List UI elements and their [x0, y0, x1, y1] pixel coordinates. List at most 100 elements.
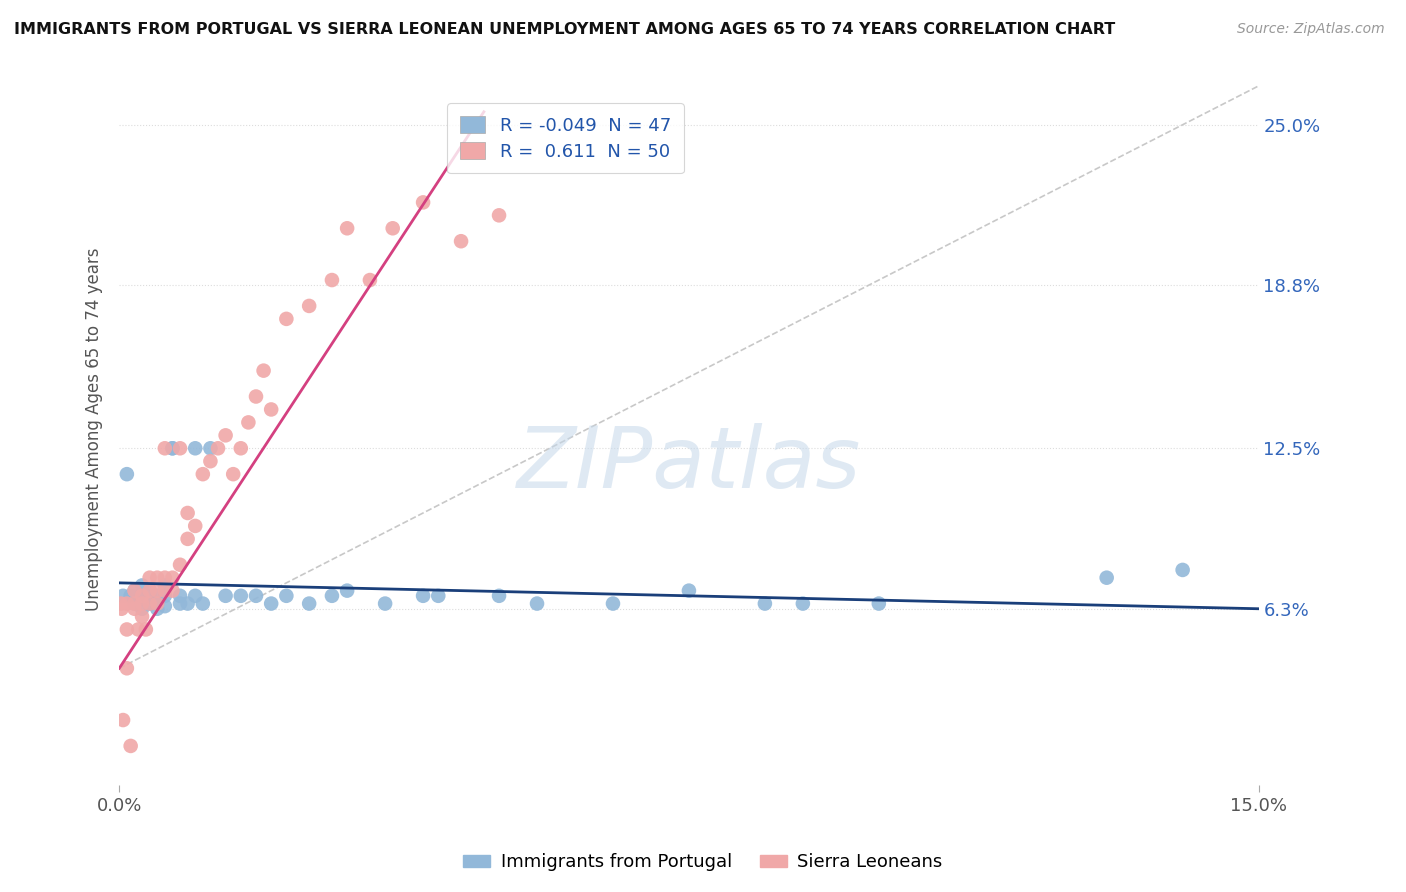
Point — [131, 591, 153, 606]
Point — [131, 597, 153, 611]
Point — [110, 597, 132, 611]
Point — [868, 597, 890, 611]
Legend: R = -0.049  N = 47, R =  0.611  N = 50: R = -0.049 N = 47, R = 0.611 N = 50 — [447, 103, 683, 173]
Point — [153, 578, 176, 592]
Point — [245, 589, 267, 603]
Point — [169, 589, 191, 603]
Point — [214, 589, 236, 603]
Point — [110, 601, 132, 615]
Point — [184, 442, 207, 456]
Point — [135, 623, 157, 637]
Point — [412, 589, 434, 603]
Point — [381, 221, 404, 235]
Point — [131, 578, 153, 592]
Point — [153, 442, 176, 456]
Point — [146, 589, 169, 603]
Point — [678, 583, 700, 598]
Y-axis label: Unemployment Among Ages 65 to 74 years: Unemployment Among Ages 65 to 74 years — [86, 247, 103, 611]
Text: ZIPatlas: ZIPatlas — [517, 423, 860, 506]
Point — [176, 597, 198, 611]
Point — [214, 428, 236, 442]
Point — [276, 589, 298, 603]
Point — [450, 234, 472, 248]
Point — [488, 208, 510, 222]
Point — [321, 273, 343, 287]
Point — [200, 454, 222, 468]
Point — [176, 506, 198, 520]
Point — [153, 599, 176, 614]
Point — [138, 583, 160, 598]
Point — [138, 583, 160, 598]
Point — [138, 571, 160, 585]
Point — [124, 583, 146, 598]
Point — [602, 597, 624, 611]
Point — [374, 597, 396, 611]
Point — [131, 601, 153, 615]
Point — [146, 583, 169, 598]
Point — [162, 442, 184, 456]
Point — [245, 390, 267, 404]
Point — [115, 597, 138, 611]
Point — [162, 442, 184, 456]
Point — [238, 416, 260, 430]
Point — [120, 739, 142, 753]
Point — [252, 364, 274, 378]
Point — [169, 442, 191, 456]
Point — [131, 609, 153, 624]
Point — [298, 597, 321, 611]
Point — [153, 589, 176, 603]
Point — [229, 442, 252, 456]
Point — [260, 597, 283, 611]
Point — [124, 601, 146, 615]
Point — [115, 623, 138, 637]
Point — [191, 597, 214, 611]
Point — [138, 589, 160, 603]
Point — [153, 583, 176, 598]
Point — [115, 661, 138, 675]
Point — [120, 589, 142, 603]
Point — [1171, 563, 1194, 577]
Point — [131, 589, 153, 603]
Point — [359, 273, 381, 287]
Point — [124, 597, 146, 611]
Point — [146, 597, 169, 611]
Point — [138, 597, 160, 611]
Text: Source: ZipAtlas.com: Source: ZipAtlas.com — [1237, 22, 1385, 37]
Point — [124, 597, 146, 611]
Point — [488, 589, 510, 603]
Point — [526, 597, 548, 611]
Point — [169, 558, 191, 572]
Point — [112, 589, 135, 603]
Point — [754, 597, 776, 611]
Point — [200, 442, 222, 456]
Point — [1095, 571, 1118, 585]
Point — [124, 583, 146, 598]
Point — [162, 583, 184, 598]
Point — [336, 221, 359, 235]
Point — [260, 402, 283, 417]
Point — [112, 713, 135, 727]
Point — [127, 589, 149, 603]
Point — [427, 589, 450, 603]
Legend: Immigrants from Portugal, Sierra Leoneans: Immigrants from Portugal, Sierra Leonean… — [456, 847, 950, 879]
Point — [207, 442, 229, 456]
Text: IMMIGRANTS FROM PORTUGAL VS SIERRA LEONEAN UNEMPLOYMENT AMONG AGES 65 TO 74 YEAR: IMMIGRANTS FROM PORTUGAL VS SIERRA LEONE… — [14, 22, 1115, 37]
Point — [146, 601, 169, 615]
Point — [276, 311, 298, 326]
Point — [146, 597, 169, 611]
Point — [336, 583, 359, 598]
Point — [138, 597, 160, 611]
Point — [412, 195, 434, 210]
Point — [146, 571, 169, 585]
Point — [191, 467, 214, 482]
Point — [115, 467, 138, 482]
Point — [298, 299, 321, 313]
Point — [169, 597, 191, 611]
Point — [321, 589, 343, 603]
Point — [153, 571, 176, 585]
Point — [184, 589, 207, 603]
Point — [162, 571, 184, 585]
Point — [176, 532, 198, 546]
Point — [229, 589, 252, 603]
Point — [184, 519, 207, 533]
